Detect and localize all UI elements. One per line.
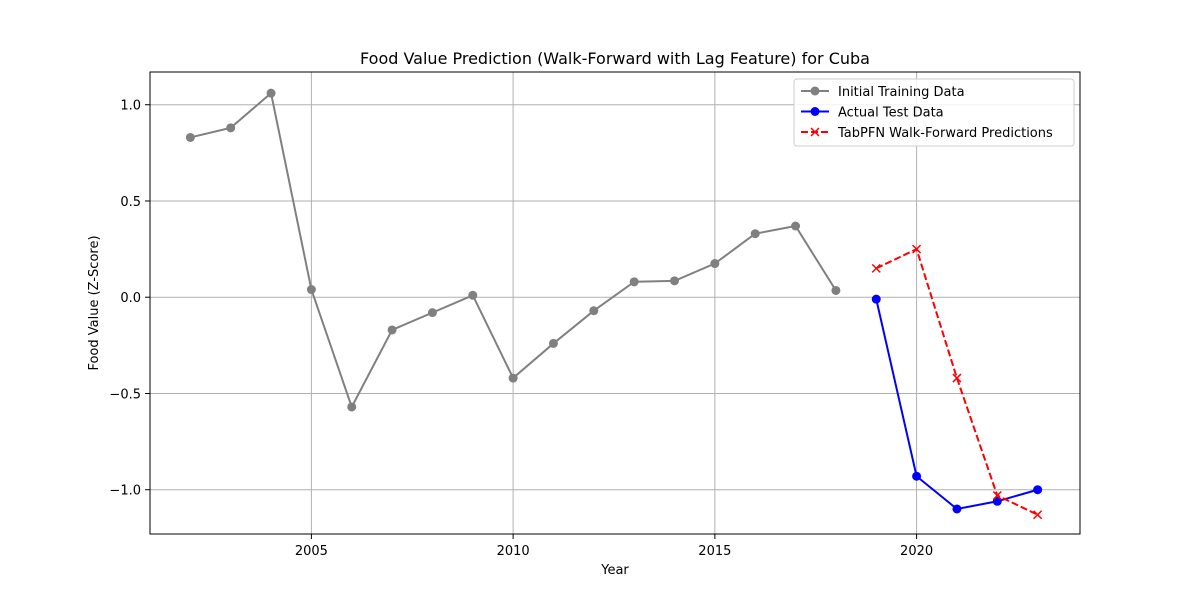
series-initial-training-data (185, 88, 841, 412)
series-layer (185, 88, 1043, 520)
data-point (750, 229, 760, 239)
legend-label: TabPFN Walk-Forward Predictions (837, 126, 1053, 141)
legend-marker (810, 127, 820, 137)
data-point (952, 504, 962, 514)
data-point (871, 263, 881, 273)
data-point (427, 308, 437, 318)
data-point (791, 221, 801, 231)
data-point (912, 471, 922, 481)
x-tick-label: 2005 (295, 544, 328, 559)
data-point (266, 88, 276, 98)
data-point (306, 285, 316, 295)
y-tick-label: 1.0 (120, 99, 141, 114)
ticks: 2005 2010 2015 2020 −1.0 −0.5 0.0 0.5 1.0 (109, 99, 933, 559)
legend-marker (810, 86, 820, 96)
plot-frame (149, 71, 1081, 535)
legend-label: Initial Training Data (838, 85, 965, 100)
y-tick-label: 0.0 (120, 291, 141, 306)
data-point (185, 132, 195, 142)
data-point (548, 338, 558, 348)
data-point (1033, 510, 1043, 520)
data-point (387, 325, 397, 335)
data-point (710, 259, 720, 269)
legend-item: TabPFN Walk-Forward Predictions (801, 126, 1053, 141)
x-tick-label: 2015 (698, 544, 731, 559)
data-point (952, 373, 962, 383)
chart-title: Food Value Prediction (Walk-Forward with… (360, 49, 870, 68)
data-point (226, 123, 236, 133)
x-tick-label: 2020 (900, 544, 933, 559)
legend-item: Actual Test Data (801, 106, 944, 121)
y-tick-label: −1.0 (109, 484, 141, 499)
series-line (875, 298, 1038, 511)
data-point (347, 402, 357, 412)
data-point (508, 373, 518, 383)
legend-label: Actual Test Data (838, 106, 944, 121)
data-point (871, 294, 881, 304)
x-tick-label: 2010 (497, 544, 530, 559)
data-point (589, 306, 599, 316)
data-point (831, 285, 841, 295)
data-point (629, 277, 639, 287)
series-actual-test-data (871, 294, 1043, 514)
data-point (670, 276, 680, 286)
data-point (992, 490, 1002, 501)
y-tick-label: 0.5 (120, 195, 141, 210)
legend-box (793, 78, 1075, 147)
y-tick-label: −0.5 (109, 387, 141, 402)
legend-item: Initial Training Data (801, 85, 965, 100)
series-tabpfn-walk-forward-predictions (871, 244, 1043, 520)
data-point (468, 290, 478, 300)
series-line (875, 247, 1039, 516)
x-axis-label: Year (600, 563, 629, 578)
legend: Initial Training Data Actual Test Data Tab… (793, 78, 1075, 147)
y-axis-label: Food Value (Z-Score) (87, 235, 102, 370)
legend-marker (810, 107, 820, 116)
data-point (1033, 485, 1043, 495)
data-point (992, 496, 1002, 506)
data-point (912, 244, 922, 254)
